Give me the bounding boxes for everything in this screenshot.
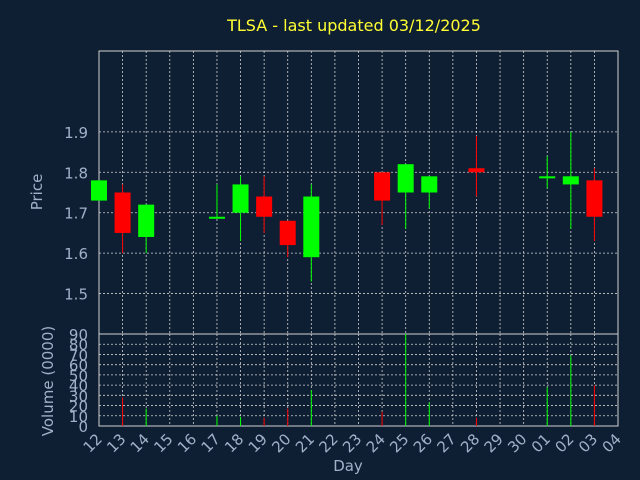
volume-tick-label: 20 xyxy=(69,398,88,416)
candle-body xyxy=(279,220,296,246)
candle-body xyxy=(421,176,438,193)
candle-body xyxy=(114,192,131,233)
x-tick-label: 20 xyxy=(268,430,294,456)
x-tick-label: 24 xyxy=(363,430,389,456)
x-tick-label: 29 xyxy=(481,430,507,456)
volume-tick-label: 70 xyxy=(69,346,88,364)
volume-tick-label: 50 xyxy=(69,367,88,385)
x-tick-label: 27 xyxy=(433,430,459,456)
x-tick-label: 18 xyxy=(221,430,247,456)
x-tick-label: 22 xyxy=(316,430,342,456)
candle-body xyxy=(232,184,249,213)
chart-title: TLSA - last updated 03/12/2025 xyxy=(226,16,481,35)
volume-axis-label: Volume (0000) xyxy=(39,326,57,436)
x-tick-label: 25 xyxy=(386,430,412,456)
candle-body xyxy=(586,180,603,217)
candle-body xyxy=(562,176,579,185)
price-tick-label: 1.6 xyxy=(64,245,88,263)
x-tick-label: 30 xyxy=(504,430,530,456)
volume-tick-label: 30 xyxy=(69,387,88,405)
x-tick-label: 17 xyxy=(198,430,224,456)
x-tick-label: 03 xyxy=(575,430,601,456)
x-tick-label: 23 xyxy=(339,430,365,456)
price-tick-label: 1.9 xyxy=(64,124,88,142)
candle-body xyxy=(539,176,556,179)
x-tick-label: 28 xyxy=(457,430,483,456)
x-tick-label: 26 xyxy=(410,430,436,456)
candle-body xyxy=(303,196,320,258)
volume-tick-label: 40 xyxy=(69,377,88,395)
volume-tick-label: 80 xyxy=(69,336,88,354)
candle-body xyxy=(208,216,225,219)
candle-body xyxy=(91,180,107,201)
volume-tick-label: 0 xyxy=(78,418,88,436)
price-axis-label: Price xyxy=(28,174,46,211)
x-tick-label: 21 xyxy=(292,430,318,456)
volume-tick-label: 60 xyxy=(69,357,88,375)
x-tick-label: 01 xyxy=(528,430,554,456)
price-tick-label: 1.5 xyxy=(64,286,88,304)
x-tick-label: 15 xyxy=(150,430,176,456)
price-tick-label: 1.7 xyxy=(64,205,88,223)
candle-body xyxy=(468,168,485,173)
candle-body xyxy=(138,204,155,237)
candle-body xyxy=(397,164,414,193)
candle-body xyxy=(256,196,273,217)
price-tick-label: 1.8 xyxy=(64,164,88,182)
x-tick-label: 02 xyxy=(551,430,577,456)
x-tick-label: 04 xyxy=(599,430,625,456)
volume-panel: 1213141516171819202122232425262728293001… xyxy=(69,326,625,456)
candle-body xyxy=(374,172,391,201)
x-axis-label: Day xyxy=(333,457,363,475)
price-panel: 1.5 1.6 1.7 1.8 1.9 xyxy=(64,50,619,335)
x-tick-label: 13 xyxy=(103,430,129,456)
volume-tick-label: 90 xyxy=(69,326,88,344)
x-tick-label: 19 xyxy=(245,430,271,456)
x-tick-label: 16 xyxy=(174,430,200,456)
volume-tick-label: 10 xyxy=(69,408,88,426)
x-tick-label: 14 xyxy=(127,430,153,456)
